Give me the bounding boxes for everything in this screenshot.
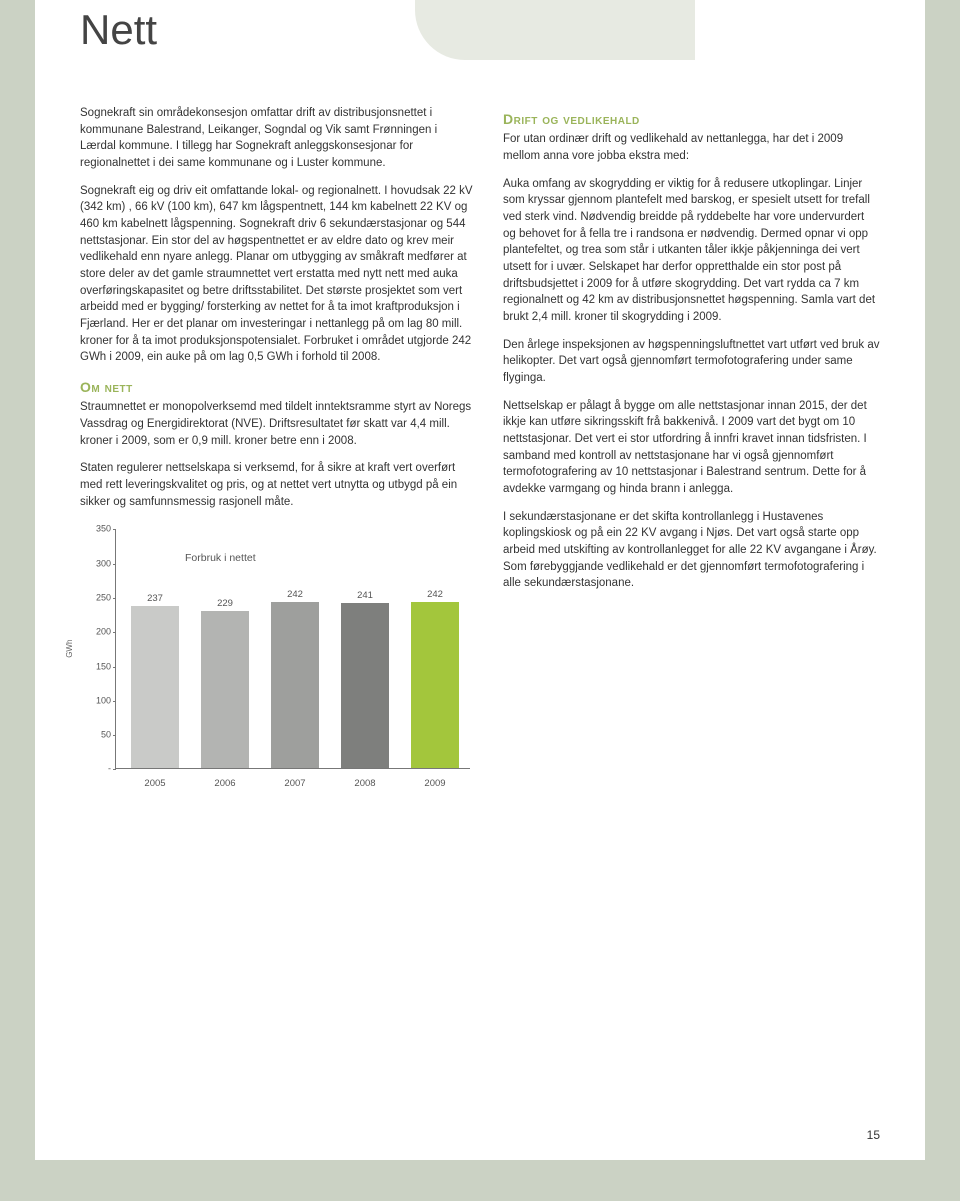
chart-bar-value-label: 242 (271, 588, 319, 602)
chart-y-tick: - (86, 763, 111, 776)
chart-bar-value-label: 237 (131, 592, 179, 606)
chart-bar-value-label: 229 (201, 597, 249, 611)
page-title: Nett (80, 6, 157, 54)
chart-tick-mark (113, 769, 116, 770)
chart-tick-mark (113, 701, 116, 702)
chart-bar: 229 (201, 611, 249, 768)
chart-y-tick: 250 (86, 591, 111, 604)
page-number: 15 (867, 1128, 880, 1142)
consumption-bar-chart: GWh Forbruk i nettet -501001502002503003… (80, 521, 475, 806)
chart-x-tick: 2005 (131, 777, 179, 791)
header-tab-decoration (415, 0, 695, 60)
chart-bar-value-label: 241 (341, 589, 389, 603)
body-paragraph: Den årlege inspeksjonen av høgspenningsl… (503, 337, 880, 387)
chart-bar-value-label: 242 (411, 588, 459, 602)
body-paragraph: For utan ordinær drift og vedlikehald av… (503, 131, 880, 164)
chart-x-tick: 2008 (341, 777, 389, 791)
chart-tick-mark (113, 529, 116, 530)
body-paragraph: Sognekraft sin områdekonsesjon omfattar … (80, 105, 475, 172)
left-column: Sognekraft sin områdekonsesjon omfattar … (80, 105, 475, 806)
document-page: Nett Sognekraft sin områdekonsesjon omfa… (35, 0, 925, 1160)
chart-y-tick: 200 (86, 626, 111, 639)
body-paragraph: Nettselskap er pålagt å bygge om alle ne… (503, 398, 880, 498)
chart-bar: 242 (271, 602, 319, 768)
chart-tick-mark (113, 735, 116, 736)
chart-plot-area: -501001502002503003502372005229200624220… (115, 529, 470, 769)
body-paragraph: Staten regulerer nettselskapa si verksem… (80, 460, 475, 510)
chart-x-tick: 2007 (271, 777, 319, 791)
body-paragraph: Sognekraft eig og driv eit omfattande lo… (80, 183, 475, 366)
chart-y-tick: 300 (86, 557, 111, 570)
chart-tick-mark (113, 667, 116, 668)
body-paragraph: Straumnettet er monopolverksemd med tild… (80, 399, 475, 449)
chart-y-tick: 150 (86, 660, 111, 673)
body-paragraph: I sekundærstasjonane er det skifta kontr… (503, 509, 880, 592)
subheading-drift: Drift og vedlikehald (503, 109, 880, 129)
body-paragraph: Auka omfang av skogrydding er viktig for… (503, 176, 880, 326)
chart-bar: 237 (131, 606, 179, 769)
right-column: Drift og vedlikehald For utan ordinær dr… (503, 105, 880, 806)
chart-tick-mark (113, 564, 116, 565)
chart-y-axis-label: GWh (64, 640, 76, 658)
chart-y-tick: 100 (86, 694, 111, 707)
chart-y-tick: 50 (86, 729, 111, 742)
chart-x-tick: 2009 (411, 777, 459, 791)
chart-bar: 241 (341, 603, 389, 768)
chart-x-tick: 2006 (201, 777, 249, 791)
chart-y-tick: 350 (86, 523, 111, 536)
subheading-om-nett: Om nett (80, 377, 475, 397)
chart-tick-mark (113, 598, 116, 599)
chart-tick-mark (113, 632, 116, 633)
chart-bar: 242 (411, 602, 459, 768)
content-columns: Sognekraft sin områdekonsesjon omfattar … (80, 0, 880, 806)
